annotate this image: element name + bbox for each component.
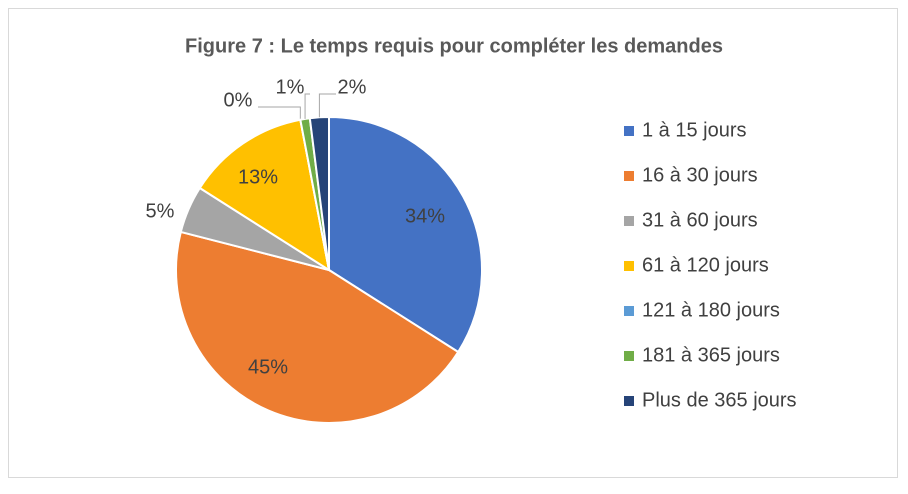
legend-swatch (624, 261, 634, 271)
legend-swatch (624, 126, 634, 136)
legend-label: 31 à 60 jours (642, 209, 758, 231)
legend-label: 1 à 15 jours (642, 119, 747, 141)
data-label: 1% (276, 76, 305, 98)
legend-swatch (624, 351, 634, 361)
leader-line (318, 93, 336, 118)
leader-line (258, 106, 301, 120)
legend-label: 16 à 30 jours (642, 164, 758, 186)
data-label: 45% (248, 356, 288, 378)
data-label: 2% (338, 76, 367, 98)
leader-line (304, 93, 310, 119)
data-label: 34% (405, 205, 445, 227)
pie-slice (198, 118, 331, 273)
legend-label: 121 à 180 jours (642, 299, 780, 321)
legend-swatch (624, 396, 634, 406)
legend-swatch (624, 171, 634, 181)
legend-label: 61 à 120 jours (642, 254, 769, 276)
legend-swatch (624, 216, 634, 226)
chart-title: Figure 7 : Le temps requis pour compléte… (185, 35, 723, 57)
legend-swatch (624, 306, 634, 316)
legend-label: 181 à 365 jours (642, 344, 780, 366)
data-label: 5% (146, 200, 175, 222)
data-label: 13% (238, 166, 278, 188)
legend-label: Plus de 365 jours (642, 389, 797, 411)
data-label: 0% (224, 89, 253, 111)
pie-slice (175, 230, 460, 424)
